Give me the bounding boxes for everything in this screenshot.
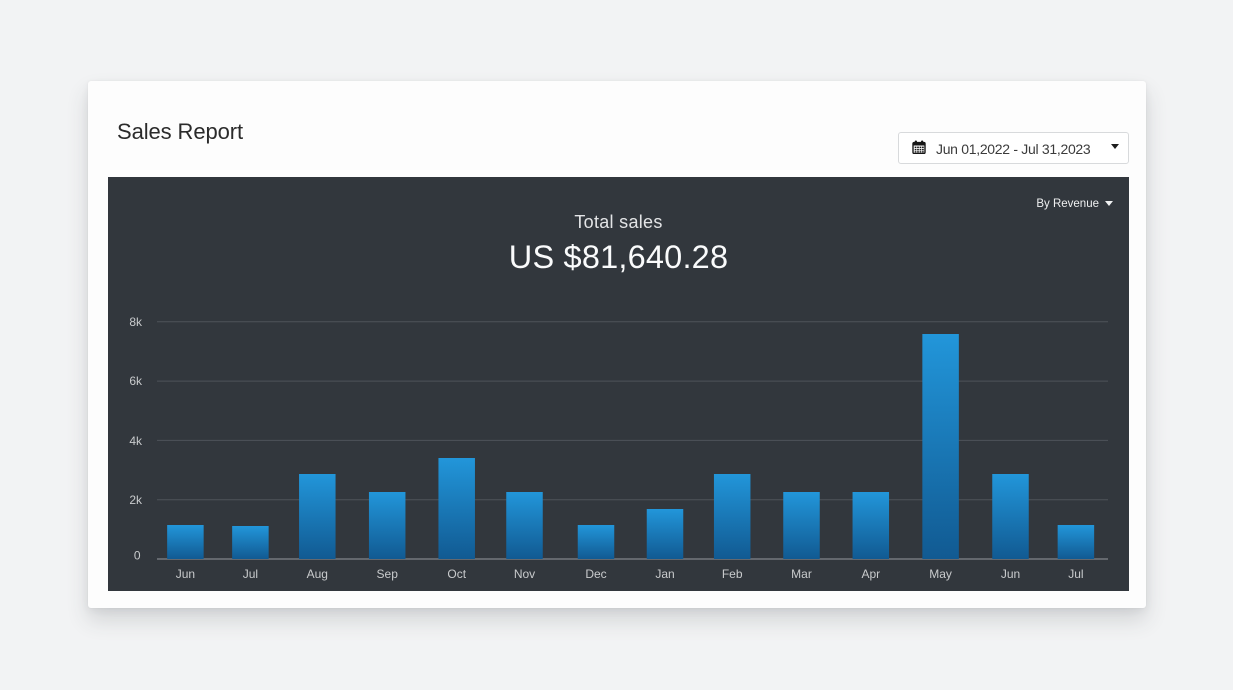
svg-text:Apr: Apr — [861, 567, 880, 581]
svg-text:0: 0 — [134, 549, 141, 563]
svg-text:Oct: Oct — [447, 567, 466, 581]
svg-text:Jun: Jun — [1001, 567, 1020, 581]
svg-text:6k: 6k — [129, 374, 143, 388]
svg-text:Jun: Jun — [176, 567, 195, 581]
svg-text:Jan: Jan — [655, 567, 674, 581]
svg-text:8k: 8k — [129, 315, 143, 329]
svg-text:2k: 2k — [129, 493, 143, 507]
svg-text:Nov: Nov — [514, 567, 535, 581]
svg-text:Feb: Feb — [722, 567, 743, 581]
svg-text:Jul: Jul — [243, 567, 258, 581]
svg-text:4k: 4k — [129, 434, 143, 448]
svg-text:Aug: Aug — [307, 567, 328, 581]
svg-text:Mar: Mar — [791, 567, 812, 581]
svg-text:Sep: Sep — [377, 567, 399, 581]
svg-text:Jul: Jul — [1068, 567, 1083, 581]
svg-text:Dec: Dec — [585, 567, 606, 581]
svg-text:May: May — [929, 567, 952, 581]
